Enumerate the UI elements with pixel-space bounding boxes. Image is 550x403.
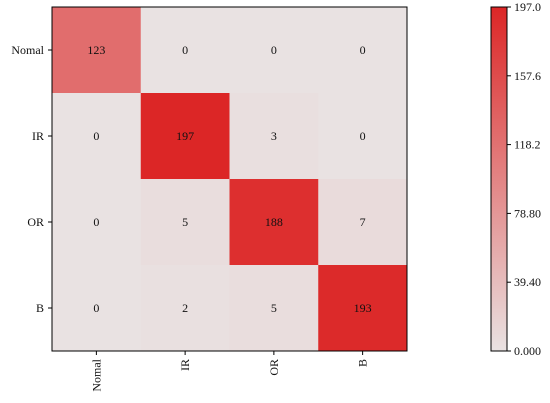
y-axis: Nomal IR OR B — [11, 43, 52, 315]
colorbar — [490, 6, 508, 352]
x-tick-label: OR — [267, 359, 281, 376]
cell-value-label: 5 — [271, 301, 277, 315]
heatmap-cell — [140, 179, 230, 266]
heatmap-cell — [52, 7, 142, 94]
y-tick-label: Nomal — [11, 43, 44, 57]
heatmap-cell — [318, 93, 408, 180]
cell-value-labels: 123 0 0 0 0 197 3 0 0 5 188 7 0 2 5 193 — [87, 43, 371, 315]
cell-value-label: 7 — [360, 215, 366, 229]
x-tick-label: IR — [178, 359, 192, 371]
plot-frame — [51, 6, 408, 352]
cell-value-label: 0 — [93, 129, 99, 143]
cell-value-label: 5 — [182, 215, 188, 229]
colorbar-axis: 0.000 39.40 78.80 118.2 157.6 197.0 — [507, 0, 541, 358]
y-tick-label: OR — [27, 215, 44, 229]
cell-value-label: 197 — [176, 129, 194, 143]
cell-value-label: 123 — [87, 43, 105, 57]
cell-value-label: 0 — [271, 43, 277, 57]
x-axis: Nomal IR OR B — [89, 351, 370, 392]
x-tick-label: B — [356, 359, 370, 367]
colorbar-tick-label: 157.6 — [514, 69, 541, 83]
heatmap-cell — [140, 7, 230, 94]
heatmap-cell — [52, 265, 142, 352]
heatmap-cell — [318, 265, 408, 352]
x-tick-label: Nomal — [89, 358, 103, 391]
y-tick-label: IR — [32, 129, 44, 143]
heatmap-cell — [229, 7, 319, 94]
heatmap-cell — [229, 179, 319, 266]
cell-value-label: 0 — [360, 129, 366, 143]
heatmap-cell — [318, 7, 408, 94]
colorbar-tick-label: 118.2 — [514, 138, 541, 152]
cell-value-label: 0 — [93, 301, 99, 315]
heatmap-cell — [229, 265, 319, 352]
cell-value-label: 0 — [93, 215, 99, 229]
heatmap-cell — [140, 93, 230, 180]
heatmap-cell — [318, 179, 408, 266]
cell-value-label: 0 — [182, 43, 188, 57]
heatmap-cell — [52, 179, 142, 266]
heatmap-cell — [52, 93, 142, 180]
cell-value-label: 188 — [265, 215, 283, 229]
y-tick-label: B — [36, 301, 44, 315]
cell-value-label: 0 — [360, 43, 366, 57]
cell-value-label: 2 — [182, 301, 188, 315]
colorbar-tick-label: 78.80 — [514, 206, 541, 220]
colorbar-tick-label: 0.000 — [514, 344, 541, 358]
heatmap-cells — [52, 7, 408, 352]
colorbar-tick-label: 39.40 — [514, 275, 541, 289]
heatmap-cell — [229, 93, 319, 180]
cell-value-label: 3 — [271, 129, 277, 143]
colorbar-tick-label: 197.0 — [514, 0, 541, 14]
heatmap-cell — [140, 265, 230, 352]
cell-value-label: 193 — [354, 301, 372, 315]
